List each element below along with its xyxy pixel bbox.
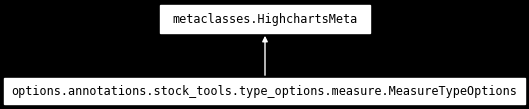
Text: options.annotations.stock_tools.type_options.measure.MeasureTypeOptions: options.annotations.stock_tools.type_opt… xyxy=(12,84,517,97)
Bar xyxy=(160,5,370,33)
Bar xyxy=(4,78,525,104)
Text: metaclasses.HighchartsMeta: metaclasses.HighchartsMeta xyxy=(172,13,358,26)
